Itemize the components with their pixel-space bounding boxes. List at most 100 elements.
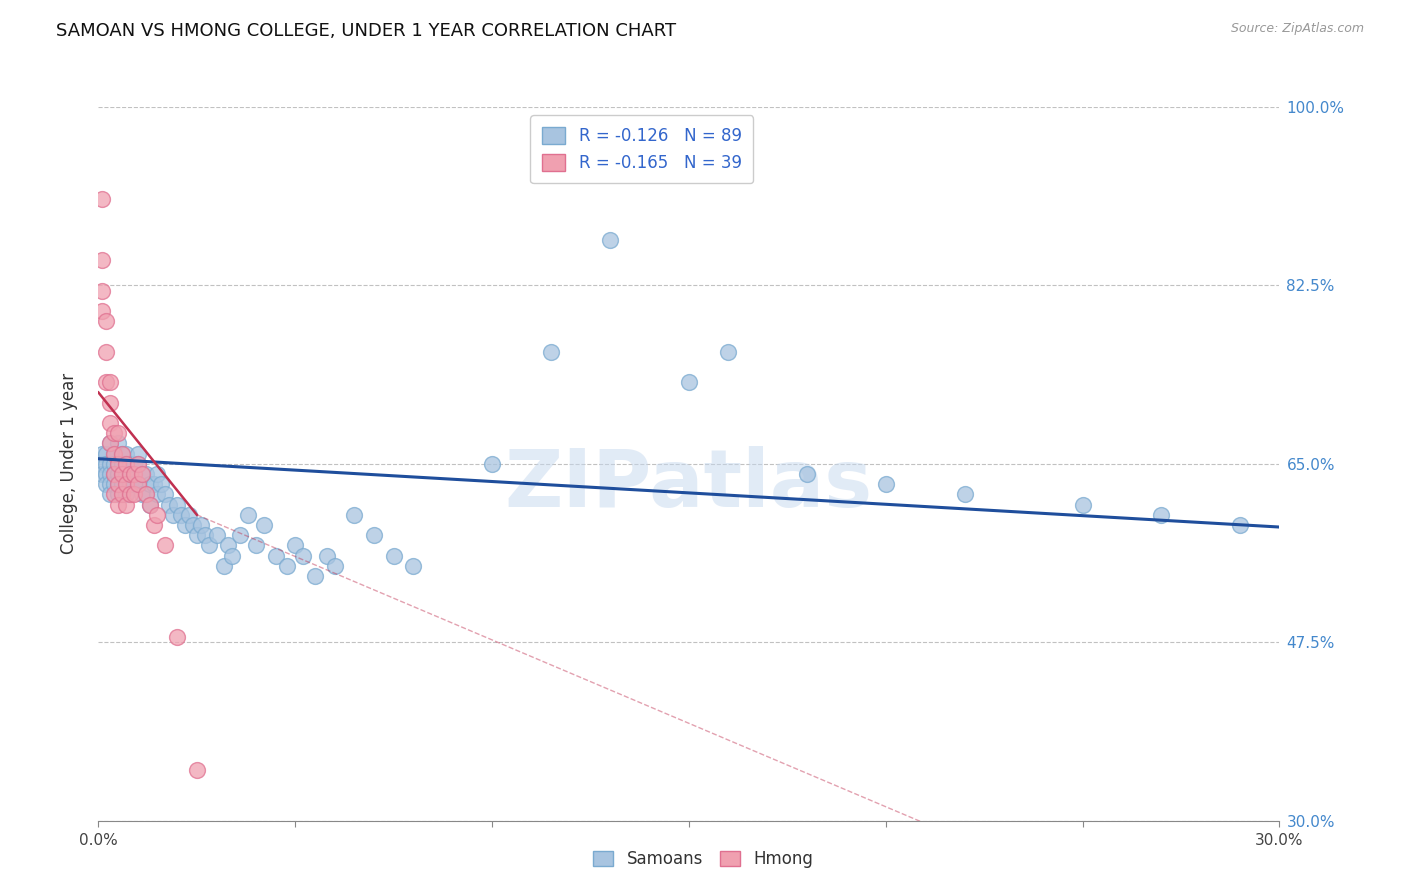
Point	[111, 457, 134, 471]
Point	[170, 508, 193, 522]
Point	[1071, 498, 1094, 512]
Point	[103, 487, 125, 501]
Point	[103, 447, 125, 461]
Point	[122, 477, 145, 491]
Point	[150, 477, 173, 491]
Point	[115, 487, 138, 501]
Point	[155, 538, 177, 552]
Point	[91, 304, 114, 318]
Text: SAMOAN VS HMONG COLLEGE, UNDER 1 YEAR CORRELATION CHART: SAMOAN VS HMONG COLLEGE, UNDER 1 YEAR CO…	[56, 22, 676, 40]
Point	[127, 447, 149, 461]
Point	[98, 376, 121, 390]
Point	[91, 252, 114, 267]
Point	[323, 558, 346, 573]
Point	[98, 477, 121, 491]
Point	[157, 498, 180, 512]
Point	[127, 457, 149, 471]
Point	[186, 763, 208, 777]
Point	[155, 487, 177, 501]
Point	[107, 487, 129, 501]
Point	[103, 467, 125, 481]
Point	[103, 447, 125, 461]
Point	[127, 457, 149, 471]
Point	[186, 528, 208, 542]
Point	[146, 508, 169, 522]
Point	[540, 344, 562, 359]
Point	[138, 477, 160, 491]
Point	[135, 467, 157, 481]
Point	[111, 487, 134, 501]
Point	[91, 457, 114, 471]
Legend: R = -0.126   N = 89, R = -0.165   N = 39: R = -0.126 N = 89, R = -0.165 N = 39	[530, 115, 754, 184]
Point	[953, 487, 976, 501]
Point	[343, 508, 366, 522]
Point	[678, 376, 700, 390]
Point	[107, 457, 129, 471]
Point	[217, 538, 239, 552]
Legend: Samoans, Hmong: Samoans, Hmong	[586, 844, 820, 875]
Point	[118, 467, 141, 481]
Point	[98, 395, 121, 409]
Point	[197, 538, 219, 552]
Point	[205, 528, 228, 542]
Point	[111, 467, 134, 481]
Point	[796, 467, 818, 481]
Point	[115, 447, 138, 461]
Point	[127, 477, 149, 491]
Point	[96, 457, 118, 471]
Point	[599, 233, 621, 247]
Point	[111, 447, 134, 461]
Point	[264, 549, 287, 563]
Point	[181, 518, 204, 533]
Point	[138, 498, 160, 512]
Point	[402, 558, 425, 573]
Text: ZIPatlas: ZIPatlas	[505, 446, 873, 524]
Y-axis label: College, Under 1 year: College, Under 1 year	[59, 373, 77, 555]
Point	[91, 284, 114, 298]
Point	[142, 518, 165, 533]
Point	[122, 487, 145, 501]
Point	[98, 436, 121, 450]
Point	[1229, 518, 1251, 533]
Point	[229, 528, 252, 542]
Point	[118, 477, 141, 491]
Point	[135, 487, 157, 501]
Point	[91, 192, 114, 206]
Point	[115, 457, 138, 471]
Point	[115, 457, 138, 471]
Point	[194, 528, 217, 542]
Point	[166, 630, 188, 644]
Point	[284, 538, 307, 552]
Point	[103, 477, 125, 491]
Point	[98, 436, 121, 450]
Point	[166, 498, 188, 512]
Point	[98, 416, 121, 430]
Point	[245, 538, 267, 552]
Point	[122, 467, 145, 481]
Point	[276, 558, 298, 573]
Point	[174, 518, 197, 533]
Point	[91, 447, 114, 461]
Point	[717, 344, 740, 359]
Point	[236, 508, 259, 522]
Point	[103, 457, 125, 471]
Point	[98, 467, 121, 481]
Point	[162, 508, 184, 522]
Point	[96, 447, 118, 461]
Point	[146, 487, 169, 501]
Point	[253, 518, 276, 533]
Point	[142, 477, 165, 491]
Point	[96, 376, 118, 390]
Point	[107, 477, 129, 491]
Point	[315, 549, 337, 563]
Point	[304, 569, 326, 583]
Point	[131, 467, 153, 481]
Point	[221, 549, 243, 563]
Point	[115, 498, 138, 512]
Point	[115, 477, 138, 491]
Point	[107, 477, 129, 491]
Point	[96, 314, 118, 328]
Point	[107, 436, 129, 450]
Point	[363, 528, 385, 542]
Point	[103, 467, 125, 481]
